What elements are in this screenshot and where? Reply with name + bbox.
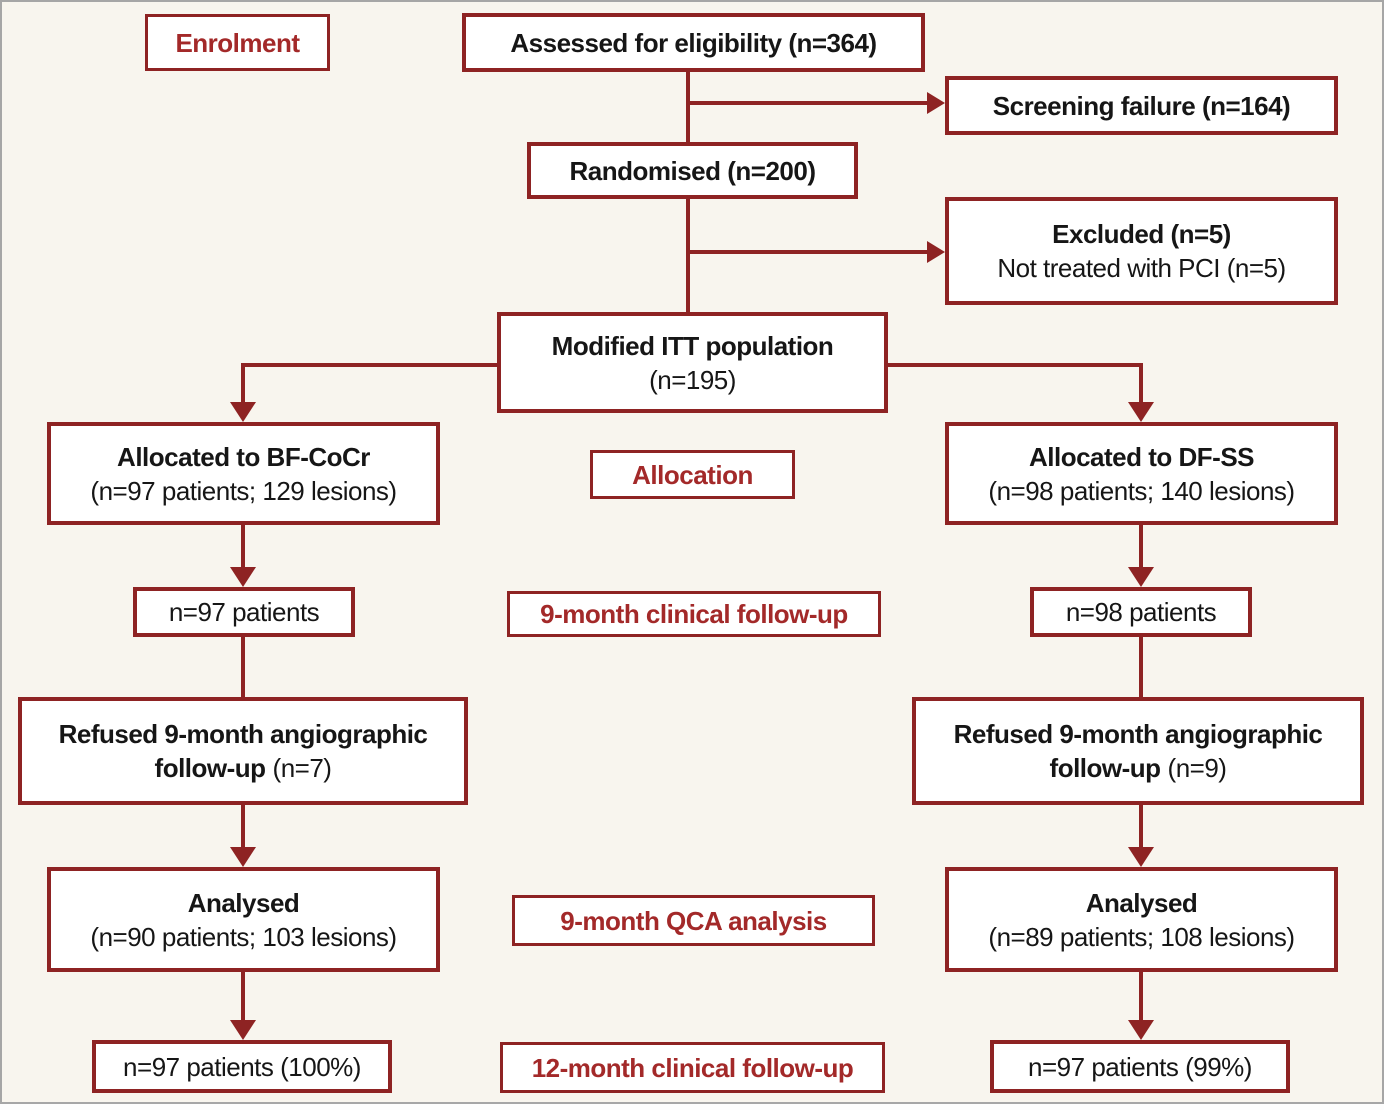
connector-itt-left-horizontal [243, 363, 497, 367]
arrowhead-right-screening-failure [927, 92, 945, 114]
refused-left-line2-n-text: (n=7) [272, 753, 332, 783]
arrowhead-down-patients-left [230, 567, 256, 587]
9m-clinical-left-text: n=97 patients [168, 597, 320, 627]
excluded-detail-text: Not treated with PCI (n=5) [997, 253, 1286, 283]
connector-allocated-patients-left [241, 525, 245, 569]
box-9m-clinical-left: n=97 patients [133, 587, 355, 637]
analysed-right-n-text: (n=89 patients; 108 lesions) [988, 921, 1295, 952]
connector-assessed-randomised [686, 72, 690, 142]
connector-branch-excluded [688, 250, 928, 254]
box-12m-clinical-right: n=97 patients (99%) [990, 1040, 1290, 1093]
allocated-right-title-text: Allocated to DF-SS [1028, 441, 1255, 472]
allocated-left-n-text: (n=97 patients; 129 lesions) [90, 475, 397, 506]
box-analysed-right: Analysed (n=89 patients; 108 lesions) [945, 867, 1338, 972]
arrowhead-down-patients-right [1128, 567, 1154, 587]
stage-label-9-month-clinical-follow-up: 9-month clinical follow-up [507, 591, 881, 637]
itt-title-text: Modified ITT population [551, 330, 834, 361]
arrowhead-down-12m-left [230, 1020, 256, 1040]
box-allocated-df-ss: Allocated to DF-SS (n=98 patients; 140 l… [945, 422, 1338, 525]
box-excluded: Excluded (n=5) Not treated with PCI (n=5… [945, 197, 1338, 305]
stage-label-enrolment-text: Enrolment [175, 27, 300, 58]
connector-itt-right-vertical [1139, 363, 1143, 404]
randomised-text: Randomised (n=200) [569, 155, 816, 186]
itt-n-text: (n=195) [649, 364, 736, 395]
stage-label-9-month-clinical-text: 9-month clinical follow-up [540, 599, 848, 629]
arrowhead-down-analysed-right [1128, 847, 1154, 867]
connector-itt-right-horizontal [888, 363, 1143, 367]
box-allocated-bf-cocr: Allocated to BF-CoCr (n=97 patients; 129… [47, 422, 440, 525]
box-9m-clinical-right: n=98 patients [1030, 587, 1252, 637]
arrowhead-down-allocated-right [1128, 402, 1154, 422]
connector-analysed-12m-right [1139, 972, 1143, 1022]
arrowhead-down-allocated-left [230, 402, 256, 422]
stage-label-enrolment: Enrolment [145, 14, 330, 71]
stage-label-allocation: Allocation [590, 450, 795, 499]
allocated-left-title-text: Allocated to BF-CoCr [117, 441, 370, 472]
connector-refused-analysed-left [241, 805, 245, 849]
stage-label-12-month-clinical-follow-up: 12-month clinical follow-up [500, 1042, 885, 1093]
box-12m-clinical-left: n=97 patients (100%) [92, 1040, 392, 1093]
box-assessed-for-eligibility: Assessed for eligibility (n=364) [462, 13, 925, 72]
box-refused-angio-left: Refused 9-month angiographic follow-up (n… [18, 697, 468, 805]
stage-label-9-month-qca-analysis: 9-month QCA analysis [512, 895, 875, 946]
analysed-left-title-text: Analysed [187, 887, 300, 918]
stage-label-allocation-text: Allocation [632, 459, 753, 490]
box-modified-itt-population: Modified ITT population (n=195) [497, 312, 888, 413]
9m-clinical-right-text: n=98 patients [1065, 597, 1217, 627]
arrowhead-down-analysed-left [230, 847, 256, 867]
connector-patients-refused-right [1139, 637, 1143, 697]
stage-label-9-month-qca-text: 9-month QCA analysis [560, 905, 827, 936]
arrowhead-down-12m-right [1128, 1020, 1154, 1040]
refused-right-line2: follow-up (n=9) [1050, 751, 1227, 785]
refused-right-line2-n-text: (n=9) [1167, 753, 1227, 783]
connector-randomised-itt [686, 199, 690, 312]
arrowhead-right-excluded [927, 241, 945, 263]
excluded-title-text: Excluded (n=5) [1052, 219, 1231, 249]
box-analysed-left: Analysed (n=90 patients; 103 lesions) [47, 867, 440, 972]
assessed-text: Assessed for eligibility (n=364) [510, 27, 877, 58]
refused-left-line2: follow-up (n=7) [155, 751, 332, 785]
connector-branch-screening-failure [688, 101, 928, 105]
box-refused-angio-right: Refused 9-month angiographic follow-up (n… [912, 697, 1364, 805]
screening-failure-text: Screening failure (n=164) [992, 90, 1291, 121]
12m-clinical-left-text: n=97 patients (100%) [123, 1051, 361, 1082]
analysed-left-n-text: (n=90 patients; 103 lesions) [90, 921, 397, 952]
refused-left-line2-bold-text: follow-up [154, 753, 267, 783]
allocated-right-n-text: (n=98 patients; 140 lesions) [988, 475, 1295, 506]
connector-patients-refused-left [241, 637, 245, 697]
connector-analysed-12m-left [241, 972, 245, 1022]
connector-allocated-patients-right [1139, 525, 1143, 569]
refused-right-line2-bold-text: follow-up [1049, 753, 1162, 783]
connector-refused-analysed-right [1139, 805, 1143, 849]
connector-itt-left-vertical [241, 363, 245, 404]
box-randomised: Randomised (n=200) [527, 142, 858, 199]
analysed-right-title-text: Analysed [1085, 887, 1198, 918]
stage-label-12-month-clinical-text: 12-month clinical follow-up [531, 1052, 854, 1083]
12m-clinical-right-text: n=97 patients (99%) [1028, 1051, 1252, 1082]
refused-left-line1-text: Refused 9-month angiographic [58, 719, 428, 749]
box-screening-failure: Screening failure (n=164) [945, 76, 1338, 135]
refused-right-line1-text: Refused 9-month angiographic [953, 719, 1323, 749]
